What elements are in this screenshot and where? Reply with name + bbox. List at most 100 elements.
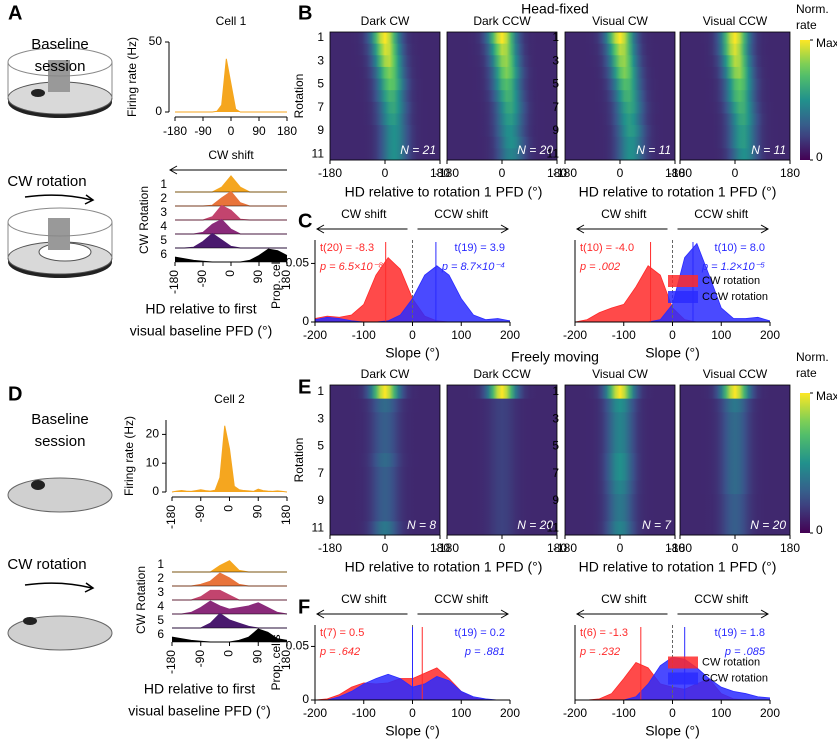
shift-arrowhead: [500, 609, 510, 619]
stat-label: p = 1.2×10⁻⁵: [701, 261, 765, 273]
density-fill: [315, 674, 510, 700]
row-label: 2: [157, 571, 164, 585]
x-tick-label: 200: [500, 706, 520, 720]
ridge-fill: [172, 601, 287, 614]
heatmap-row: [447, 398, 557, 413]
heatmap-row: [565, 466, 675, 481]
heatmap-row: [447, 412, 557, 427]
shift-label: CCW shift: [694, 592, 749, 606]
scene-label: Baseline: [31, 411, 89, 428]
row-label: 3: [160, 205, 167, 219]
n-label: N = 7: [642, 518, 672, 532]
stat-label: p = 8.7×10⁻⁴: [441, 261, 505, 273]
x-axis-label: HD relative to first: [144, 681, 255, 697]
x-tick-label: -180: [553, 541, 577, 555]
heatmap-row: [330, 494, 440, 509]
ridge-fill: [175, 233, 287, 248]
row-label: 1: [157, 557, 164, 571]
heatmap-row: [330, 412, 440, 427]
heatmap-row: [330, 55, 440, 68]
colorbar-label: Norm.: [796, 2, 829, 16]
heatmap-title: Visual CCW: [703, 14, 768, 28]
heatmap-row: [330, 101, 440, 114]
stat-label: t(19) = 3.9: [455, 242, 505, 254]
heatmap-row: [680, 453, 790, 468]
x-tick-label: -90: [193, 650, 207, 668]
heatmap-row: [680, 494, 790, 509]
x-tick-label: -100: [612, 328, 636, 342]
heatmap-row: [565, 439, 675, 454]
ridge-fill: [175, 175, 287, 192]
y-axis-label: Prop. cells: [269, 253, 283, 309]
colorbar-label: Norm.: [796, 350, 829, 364]
x-tick-label: -180: [553, 166, 577, 180]
scene-label: session: [35, 433, 86, 450]
x-tick-label: -180: [163, 124, 187, 138]
ridge-fill: [175, 219, 287, 234]
heatmap-row: [565, 125, 675, 138]
heatmap-row: [565, 113, 675, 126]
heatmap-row: [565, 32, 675, 45]
stat-label: p = .881: [464, 646, 505, 658]
y-tick-label: 0: [155, 104, 162, 118]
x-tick-label: 0: [228, 124, 235, 138]
scene-label: CW rotation: [7, 173, 86, 190]
shift-label: CCW shift: [434, 207, 489, 221]
stat-label: t(19) = 1.8: [715, 627, 765, 639]
heatmap-row: [330, 466, 440, 481]
y-axis-label: Rotation: [292, 438, 306, 483]
heatmap-row: [447, 480, 557, 495]
colorbar-tick-label: Max: [816, 36, 837, 50]
y-tick-label: 10: [146, 455, 160, 469]
legend-label: CW rotation: [702, 656, 760, 668]
x-tick-label: -200: [563, 706, 587, 720]
heatmap-row: [565, 412, 675, 427]
density-curve: [314, 265, 511, 323]
row-label: 1: [317, 30, 324, 44]
shift-label: CW shift: [601, 592, 647, 606]
n-label: N = 11: [751, 143, 786, 157]
x-axis-label: visual baseline PFD (°): [128, 703, 271, 719]
x-axis-label: HD relative to rotation 1 PFD (°): [579, 559, 777, 575]
heatmap-row: [680, 412, 790, 427]
heatmap-row: [447, 125, 557, 138]
y-tick-label: 50: [149, 34, 163, 48]
group-title: Freely moving: [511, 349, 599, 365]
colorbar-tick-label: Max: [816, 389, 837, 403]
heatmap-row: [330, 113, 440, 126]
x-tick-label: 180: [279, 270, 293, 290]
x-tick-label: -180: [318, 541, 342, 555]
x-tick-label: 100: [711, 706, 731, 720]
row-label: 5: [160, 233, 167, 247]
row-label: 11: [547, 520, 560, 534]
shift-arrowhead: [760, 609, 770, 619]
n-label: N = 11: [636, 143, 671, 157]
row-label: 11: [547, 146, 560, 160]
shift-arrowhead: [575, 609, 585, 619]
x-tick-label: 200: [500, 328, 520, 342]
x-tick-label: 100: [451, 328, 471, 342]
heatmap-row: [680, 425, 790, 441]
legend-swatch: [668, 672, 698, 685]
panel-letter: F: [298, 596, 310, 618]
heatmap-row: [447, 90, 557, 103]
panel-letter: E: [298, 376, 311, 398]
scene-freely-rotation-disc: [7, 582, 113, 651]
x-tick-label: 180: [279, 650, 293, 670]
x-tick-label: -90: [194, 124, 212, 138]
ridge-curve: [175, 232, 287, 249]
shift-label: CW shift: [208, 148, 254, 162]
heatmap-title: Visual CW: [592, 367, 648, 381]
heatmap-row: [447, 439, 557, 454]
row-label: 7: [552, 466, 559, 480]
x-axis-label: Slope (°): [645, 345, 700, 361]
area-fill: [172, 425, 287, 492]
x-axis-label: HD relative to rotation 1 PFD (°): [345, 184, 543, 200]
ridge-fill: [172, 573, 287, 586]
heatmap-row: [447, 385, 557, 400]
row-label: 6: [160, 247, 167, 261]
x-tick-label: 90: [250, 505, 264, 519]
colorbar: [800, 393, 810, 533]
heatmap-row: [680, 101, 790, 114]
heatmap-row: [680, 55, 790, 68]
